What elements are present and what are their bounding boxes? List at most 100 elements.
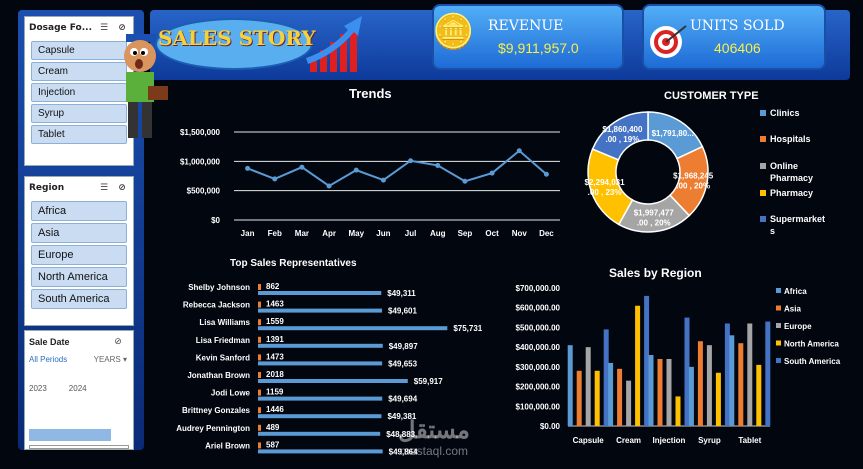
- time-level-dropdown[interactable]: YEARS ▾: [93, 355, 127, 364]
- rep-revenue-label: $49,381: [387, 412, 416, 421]
- region-bar: [635, 305, 641, 426]
- legend-swatch: [776, 358, 781, 363]
- region-bar: [648, 355, 654, 426]
- legend-label: South America: [784, 357, 841, 366]
- rep-units-bar: [258, 407, 261, 414]
- x-tick-label: Apr: [322, 229, 336, 238]
- clear-filter-icon[interactable]: ⊘: [118, 23, 126, 33]
- legend-label: Africa: [784, 287, 807, 296]
- region-bar: [738, 343, 744, 426]
- sales-by-region-title: Sales by Region: [609, 266, 702, 280]
- sales-by-region-chart: $700,000.00 $600,000.00 $500,000.00 $400,00…: [516, 284, 841, 445]
- units-sold-label: UNITS SOLD: [690, 18, 785, 34]
- rep-revenue-label: $49,897: [389, 342, 418, 351]
- trend-point: [245, 165, 251, 171]
- watermark-url: mostaql.com: [400, 444, 469, 458]
- slicer-item-europe[interactable]: Europe: [31, 245, 127, 265]
- legend-label: Pharmacy: [770, 173, 813, 183]
- x-tick-label: Syrup: [698, 436, 721, 445]
- x-tick-label: Aug: [430, 229, 446, 238]
- slicer-item-capsule[interactable]: Capsule: [31, 41, 127, 60]
- slicer-item-north-america[interactable]: North America: [31, 267, 127, 287]
- rep-name-label: Shelby Johnson: [188, 283, 250, 292]
- slice-data-label: $1,968,245: [673, 172, 714, 181]
- x-tick-label: Feb: [268, 229, 282, 238]
- rep-revenue-label: $75,731: [453, 324, 482, 333]
- y-tick-label: $100,000.00: [516, 402, 561, 411]
- region-bar: [617, 368, 623, 426]
- rep-units-label: 2018: [266, 370, 284, 379]
- rep-name-label: Jonathan Brown: [187, 371, 250, 380]
- rep-units-bar: [258, 372, 261, 378]
- y-tick-label: $500,000.00: [516, 323, 561, 332]
- y-tick-label: $1,000,000: [180, 157, 221, 166]
- slicer-item-asia[interactable]: Asia: [31, 223, 127, 243]
- legend-label: Hospitals: [770, 134, 811, 144]
- clear-filter-icon[interactable]: ⊘: [114, 336, 122, 346]
- date-timeline-slicer: Sale Date ⊘ All Periods YEARS ▾ 2023 202…: [24, 330, 134, 450]
- y-tick-label: $500,000: [187, 187, 221, 196]
- region-slicer-title: Region: [29, 183, 65, 193]
- rep-revenue-label: $49,864: [389, 447, 418, 456]
- rep-revenue-bar: [258, 414, 382, 419]
- trend-point: [408, 158, 414, 164]
- region-bar: [644, 295, 650, 426]
- legend-swatch: [760, 216, 766, 222]
- x-tick-label: Capsule: [573, 436, 605, 445]
- slicer-item-cream[interactable]: Cream: [31, 62, 127, 81]
- slicer-item-injection[interactable]: Injection: [31, 83, 127, 102]
- rep-units-label: 1391: [266, 335, 284, 344]
- rep-units-label: 587: [266, 440, 280, 449]
- region-bar: [608, 362, 614, 426]
- rep-units-label: 1446: [266, 405, 284, 414]
- slicer-item-africa[interactable]: Africa: [31, 201, 127, 221]
- region-bar: [626, 380, 632, 426]
- x-tick-label: Tablet: [738, 436, 761, 445]
- top-reps-bar-chart: Shelby Johnson 862 $49,311 Rebecca Jackson 1…: [176, 282, 483, 456]
- y-tick-label: $200,000.00: [516, 383, 561, 392]
- rep-revenue-bar: [258, 431, 381, 436]
- rep-units-bar: [258, 424, 261, 431]
- rep-revenue-label: $49,694: [388, 395, 417, 404]
- legend-swatch: [760, 110, 766, 116]
- title-speech-bubble: [155, 18, 313, 70]
- slicer-panel: Dosage Fo... ☰ ⊘ Capsule Cream Injection…: [18, 10, 144, 450]
- x-tick-label: Dec: [539, 229, 554, 238]
- target-icon: [650, 25, 687, 58]
- y-tick-label: $300,000.00: [516, 363, 561, 372]
- slicer-item-tablet[interactable]: Tablet: [31, 125, 127, 144]
- region-bar: [585, 347, 591, 426]
- x-tick-label: May: [348, 229, 364, 238]
- legend-label: North America: [784, 340, 839, 349]
- rep-name-label: Brittney Gonzales: [182, 406, 251, 415]
- region-bar: [576, 370, 582, 426]
- trend-point: [380, 177, 386, 183]
- region-bar: [724, 323, 730, 426]
- slice-data-label: $1,860,400: [602, 125, 643, 134]
- year-label: 2023: [29, 384, 47, 393]
- region-bar: [747, 323, 753, 426]
- legend-swatch: [776, 305, 781, 311]
- slice-data-label: .00 , 20%: [676, 182, 710, 191]
- rep-units-label: 862: [266, 282, 280, 291]
- timeline-scrollbar[interactable]: [29, 445, 129, 449]
- x-tick-label: Nov: [512, 229, 528, 238]
- x-tick-label: Mar: [295, 229, 309, 238]
- legend-swatch: [776, 323, 781, 328]
- timeline-selection-bar[interactable]: [29, 429, 111, 441]
- multi-select-icon[interactable]: ☰: [99, 23, 109, 33]
- revenue-label: REVENUE: [488, 18, 564, 34]
- trend-point: [489, 170, 495, 176]
- rep-name-label: Lisa Williams: [199, 318, 250, 327]
- rep-revenue-bar: [258, 396, 383, 401]
- region-bar: [675, 396, 681, 426]
- dosage-slicer: Dosage Fo... ☰ ⊘ Capsule Cream Injection…: [24, 16, 134, 166]
- rep-revenue-bar: [258, 449, 383, 454]
- slicer-item-syrup[interactable]: Syrup: [31, 104, 127, 123]
- slicer-item-south-america[interactable]: South America: [31, 289, 127, 309]
- clear-filter-icon[interactable]: ⊘: [118, 183, 126, 193]
- multi-select-icon[interactable]: ☰: [99, 183, 109, 193]
- x-tick-label: Injection: [653, 436, 686, 445]
- x-tick-label: Jul: [405, 229, 417, 238]
